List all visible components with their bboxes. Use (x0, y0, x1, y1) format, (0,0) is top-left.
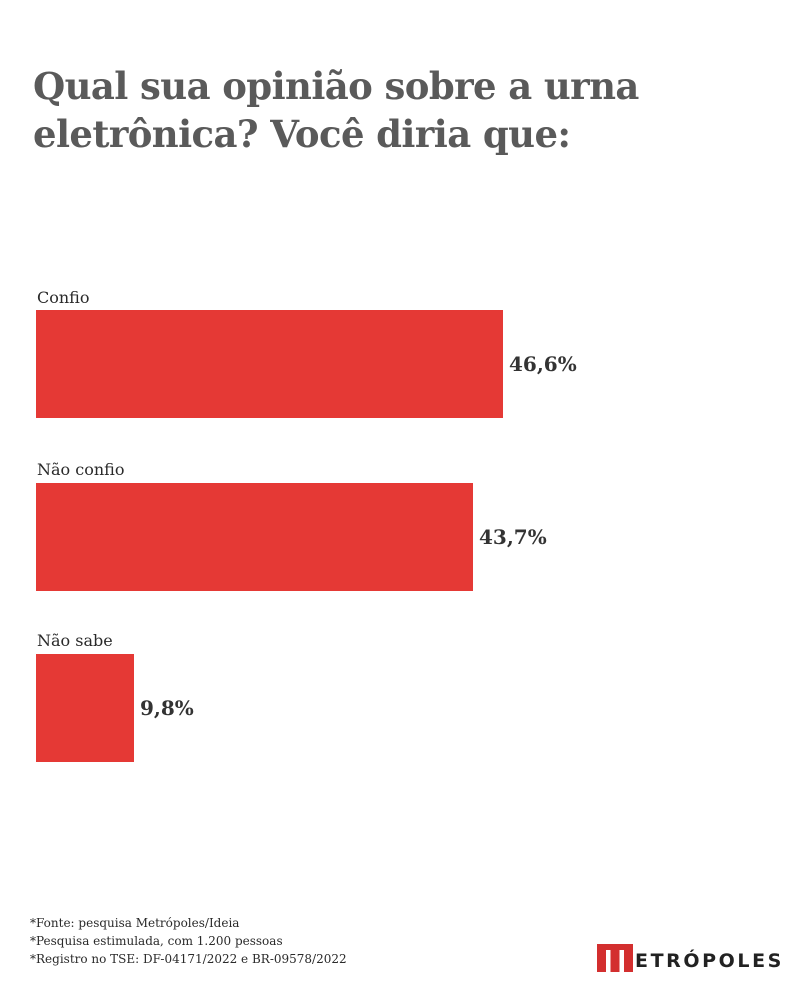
bar-nao-confio (36, 483, 473, 591)
value-label: 9,8% (140, 696, 194, 720)
source-notes: *Fonte: pesquisa Metrópoles/Ideia *Pesqu… (30, 914, 347, 968)
logo-wordmark: ETRÓPOLES (635, 950, 784, 972)
sample-note: *Pesquisa estimulada, com 1.200 pessoas (30, 934, 283, 948)
value-label: 46,6% (509, 352, 577, 376)
source-note: *Fonte: pesquisa Metrópoles/Ideia (30, 916, 240, 930)
metropoles-m-mark-icon (597, 944, 633, 972)
category-label: Não confio (37, 460, 125, 479)
bar-confio (36, 310, 503, 418)
category-label: Confio (37, 288, 90, 307)
value-label: 43,7% (479, 525, 547, 549)
category-label: Não sabe (37, 631, 113, 650)
bar-nao-sabe (36, 654, 134, 762)
metropoles-logo: ETRÓPOLES (597, 942, 784, 972)
registration-note: *Registro no TSE: DF-04171/2022 e BR-095… (30, 952, 347, 966)
chart-title: Qual sua opinião sobre a urna eletrônica… (33, 64, 639, 156)
